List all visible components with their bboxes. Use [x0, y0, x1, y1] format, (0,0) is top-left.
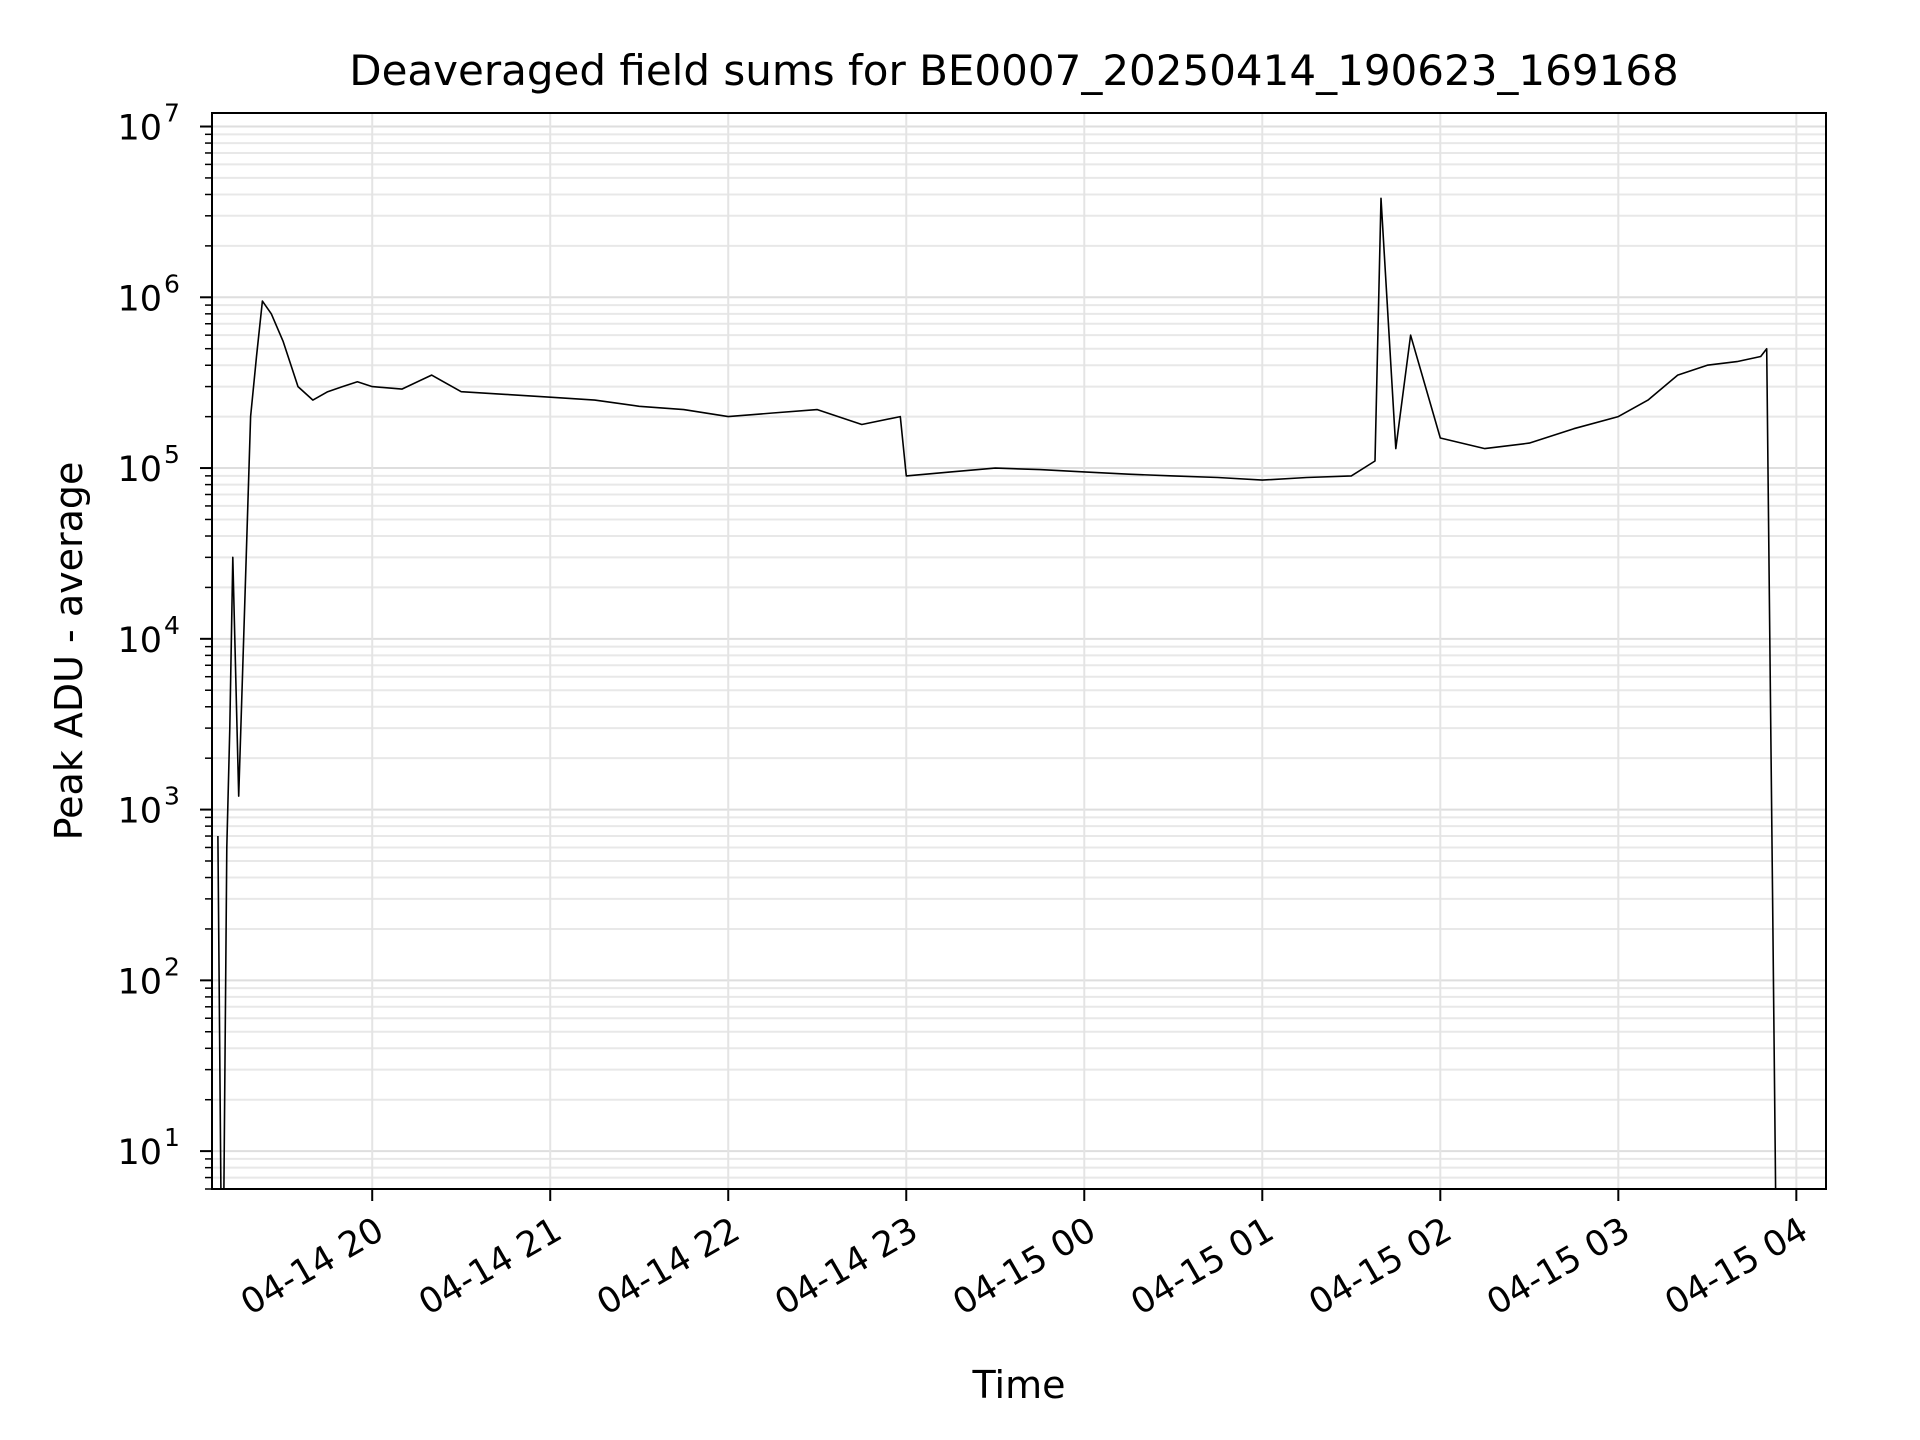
y-tick-exponent: 6	[164, 269, 180, 298]
y-axis-label: Peak ADU - average	[47, 462, 91, 841]
y-tick-label: 10	[117, 279, 162, 319]
y-tick-exponent: 5	[164, 440, 180, 469]
y-tick-exponent: 3	[164, 782, 180, 811]
x-tick-label: 04-15 02	[1303, 1210, 1459, 1323]
x-tick-label: 04-15 03	[1481, 1210, 1637, 1323]
y-tick-exponent: 7	[164, 99, 180, 128]
y-tick-label: 10	[117, 450, 162, 490]
x-tick-label: 04-14 23	[768, 1210, 924, 1323]
y-tick-label: 10	[117, 792, 162, 832]
plot-area	[217, 197, 1777, 1190]
series-line	[217, 197, 1777, 1190]
chart-title: Deaveraged field sums for BE0007_2025041…	[349, 46, 1679, 95]
y-tick-label: 10	[117, 109, 162, 149]
y-tick-label: 10	[117, 962, 162, 1002]
x-axis-ticks: 04-14 20 04-14 21 04-14 22 04-14 23 04-15 00…	[234, 1189, 1815, 1323]
x-tick-label: 04-14 22	[590, 1210, 746, 1323]
y-tick-exponent: 4	[164, 611, 180, 640]
y-tick-label: 10	[117, 1133, 162, 1173]
y-tick-label: 10	[117, 621, 162, 661]
x-tick-label: 04-14 21	[412, 1210, 568, 1323]
x-tick-label: 04-15 01	[1124, 1210, 1280, 1323]
x-tick-label: 04-15 00	[946, 1210, 1102, 1323]
plot-frame	[211, 112, 1827, 1190]
x-tick-label: 04-14 20	[234, 1210, 390, 1323]
grid	[212, 113, 1826, 1190]
x-axis-label: Time	[972, 1363, 1066, 1407]
x-tick-label: 04-15 04	[1659, 1210, 1815, 1323]
y-tick-exponent: 2	[164, 952, 180, 981]
y-tick-exponent: 1	[164, 1123, 180, 1152]
